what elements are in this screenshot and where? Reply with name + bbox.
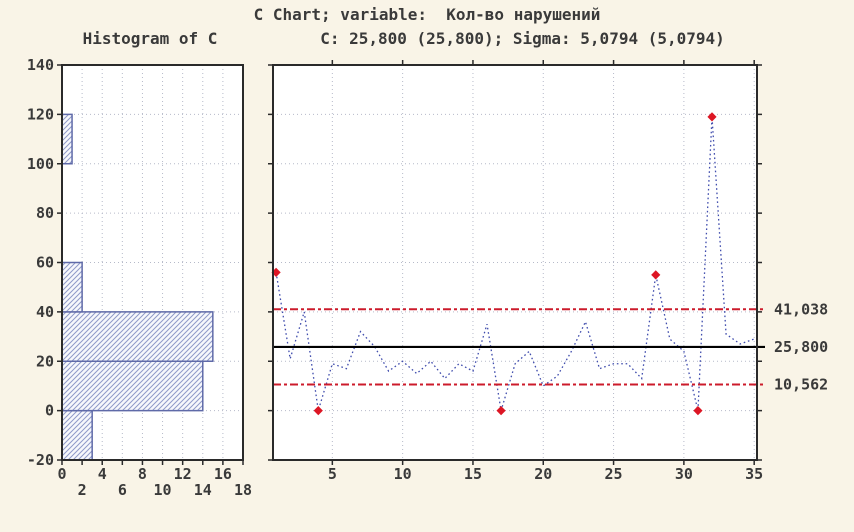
chart-title: C Chart; variable: Кол-во нарушений xyxy=(253,5,601,24)
histogram-bar xyxy=(61,261,83,313)
histogram-y-tick-label: 20 xyxy=(36,352,54,370)
cchart-x-tick-label: 25 xyxy=(605,465,623,483)
histogram-x-tick-label: 10 xyxy=(154,481,172,499)
histogram-x-tick-label: 8 xyxy=(138,465,147,483)
histogram-y-tick-label: 40 xyxy=(36,303,54,321)
histogram-y-tick-label: 80 xyxy=(36,204,54,222)
histogram-bar xyxy=(61,360,204,412)
cchart-stats-subtitle: C: 25,800 (25,800); Sigma: 5,0794 (5,079… xyxy=(320,29,725,48)
histogram-x-tick-label: 18 xyxy=(234,481,252,499)
histogram-x-tick-label: 2 xyxy=(78,481,87,499)
histogram-bar xyxy=(61,311,214,362)
histogram-x-tick-label: 12 xyxy=(174,465,192,483)
histogram-x-tick-label: 4 xyxy=(98,465,107,483)
cchart-axes: 5 10 15 20 25 30 35 xyxy=(268,60,763,483)
cchart-x-tick-label: 30 xyxy=(675,465,693,483)
cchart-x-tick-label: 20 xyxy=(534,465,552,483)
out-of-control-marker xyxy=(707,112,717,122)
control-limit-labels: 41,038 25,800 10,562 xyxy=(774,300,828,393)
histogram-x-tick-label: 14 xyxy=(194,481,212,499)
c-chart: 5 10 15 20 25 30 35 41,038 25,800 10,562 xyxy=(268,60,828,483)
histogram-bar xyxy=(61,113,73,165)
cchart-x-tick-label: 10 xyxy=(394,465,412,483)
cchart-grid xyxy=(273,65,757,460)
histogram-bar xyxy=(61,409,93,461)
out-of-control-marker xyxy=(693,406,703,416)
histogram-y-tick-label: 0 xyxy=(45,402,54,420)
histogram-y-tick-label: 140 xyxy=(27,56,54,74)
histogram-x-tick-label: 6 xyxy=(118,481,127,499)
cchart-x-tick-label: 15 xyxy=(464,465,482,483)
histogram-title: Histogram of C xyxy=(82,29,218,48)
histogram-bars xyxy=(61,113,214,461)
out-of-control-marker xyxy=(651,270,661,280)
cchart-x-tick-label: 5 xyxy=(328,465,337,483)
histogram-x-tick-label: 16 xyxy=(214,465,232,483)
lcl-label: 10,562 xyxy=(774,376,828,394)
histogram-y-tick-label: -20 xyxy=(27,451,54,469)
histogram-y-tick-label: 100 xyxy=(27,155,54,173)
histogram-y-tick-label: 60 xyxy=(36,254,54,272)
center-label: 25,800 xyxy=(774,338,828,356)
histogram-y-tick-label: 120 xyxy=(27,105,54,123)
cchart-x-tick-label: 35 xyxy=(745,465,763,483)
ucl-label: 41,038 xyxy=(774,300,828,318)
histogram-x-tick-label: 0 xyxy=(57,465,66,483)
series-line xyxy=(275,116,755,411)
out-of-control-marker xyxy=(313,406,323,416)
